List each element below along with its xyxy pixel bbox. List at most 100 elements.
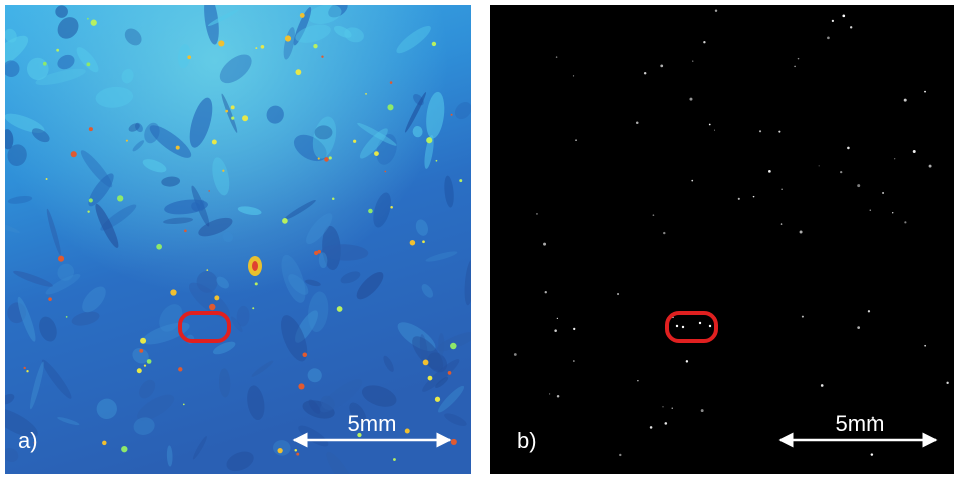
texture-spot — [298, 383, 304, 389]
texture-spot — [212, 140, 217, 145]
texture-spot — [184, 230, 187, 233]
texture-spot — [882, 192, 884, 194]
texture-spot — [650, 426, 653, 429]
texture-spot — [317, 250, 321, 254]
texture-spot — [637, 380, 638, 381]
texture-blob — [55, 5, 68, 18]
texture-spot — [365, 93, 367, 95]
texture-spot — [156, 244, 162, 250]
texture-spot — [827, 37, 830, 40]
texture-spot — [543, 243, 546, 246]
texture-spot — [662, 406, 663, 407]
texture-spot — [557, 395, 560, 398]
texture-spot — [832, 20, 834, 22]
texture-spot — [699, 322, 701, 324]
texture-spot — [300, 13, 305, 18]
texture-spot — [353, 140, 356, 143]
texture-spot — [821, 384, 824, 387]
texture-spot — [842, 15, 845, 18]
texture-spot — [636, 121, 639, 124]
texture-spot — [436, 160, 438, 162]
texture-spot — [691, 180, 693, 182]
texture-spot — [802, 316, 804, 318]
texture-spot — [209, 304, 215, 310]
texture-spot — [117, 195, 123, 201]
texture-spot — [139, 349, 143, 353]
texture-spot — [176, 146, 180, 150]
texture-spot — [318, 158, 320, 160]
texture-spot — [405, 429, 410, 434]
scale-label: 5mm — [348, 411, 397, 436]
texture-spot — [451, 114, 453, 116]
texture-spot — [868, 310, 870, 312]
texture-spot — [781, 223, 783, 225]
texture-spot — [26, 370, 28, 372]
texture-spot — [672, 408, 673, 409]
panel-a: 5mm a) — [0, 0, 479, 478]
texture-spot — [313, 44, 317, 48]
texture-spot — [144, 364, 146, 366]
texture-spot — [904, 221, 906, 223]
texture-spot — [545, 291, 547, 293]
texture-spot — [393, 458, 396, 461]
panel-b: 5mm b) — [490, 5, 954, 474]
texture-spot — [689, 98, 692, 101]
texture-spot — [450, 343, 456, 349]
texture-spot — [255, 47, 257, 49]
texture-spot — [303, 352, 308, 357]
texture-spot — [738, 198, 740, 200]
texture-spot — [781, 188, 783, 190]
texture-spot — [892, 212, 893, 213]
panel-label: a) — [18, 428, 38, 453]
scale-label: 5mm — [836, 411, 885, 436]
texture-spot — [252, 307, 254, 309]
texture-spot — [426, 137, 432, 143]
texture-spot — [660, 65, 663, 68]
texture-spot — [686, 360, 688, 362]
texture-spot — [870, 210, 871, 211]
texture-spot — [871, 453, 873, 455]
texture-spot — [337, 306, 343, 312]
texture-spot — [850, 26, 852, 28]
texture-spot — [451, 439, 457, 445]
texture-spot — [324, 157, 329, 162]
texture-spot — [676, 325, 678, 327]
texture-spot — [329, 156, 332, 159]
texture-spot — [71, 151, 77, 157]
texture-spot — [549, 393, 550, 394]
texture-spot — [428, 376, 433, 381]
texture-spot — [617, 293, 619, 295]
texture-spot — [423, 360, 429, 366]
texture-spot — [432, 42, 436, 46]
texture-spot — [665, 422, 668, 425]
texture-spot — [682, 326, 684, 328]
texture-spot — [847, 147, 850, 150]
texture-spot — [295, 449, 298, 452]
texture-spot — [857, 326, 860, 329]
texture-spot — [857, 184, 860, 187]
texture-spot — [126, 140, 128, 142]
texture-spot — [753, 196, 755, 198]
texture-spot — [929, 165, 932, 168]
texture-spot — [255, 282, 258, 285]
texture-spot — [56, 49, 59, 52]
texture-spot — [435, 397, 440, 402]
texture-spot — [913, 150, 916, 153]
texture-spot — [575, 139, 577, 141]
texture-spot — [557, 318, 558, 319]
texture-spot — [102, 441, 106, 445]
texture-spot — [222, 170, 224, 172]
texture-spot — [573, 328, 575, 330]
texture-spot — [24, 367, 26, 369]
texture-spot — [663, 232, 665, 234]
texture-spot — [231, 105, 235, 109]
texture-spot — [715, 10, 717, 12]
texture-spot — [43, 62, 47, 66]
texture-spot — [89, 198, 93, 202]
texture-spot — [87, 210, 89, 212]
texture-spot — [208, 190, 210, 192]
texture-spot — [894, 158, 895, 159]
texture-spot — [121, 446, 127, 452]
texture-spot — [840, 171, 842, 173]
texture-spot — [946, 382, 948, 384]
